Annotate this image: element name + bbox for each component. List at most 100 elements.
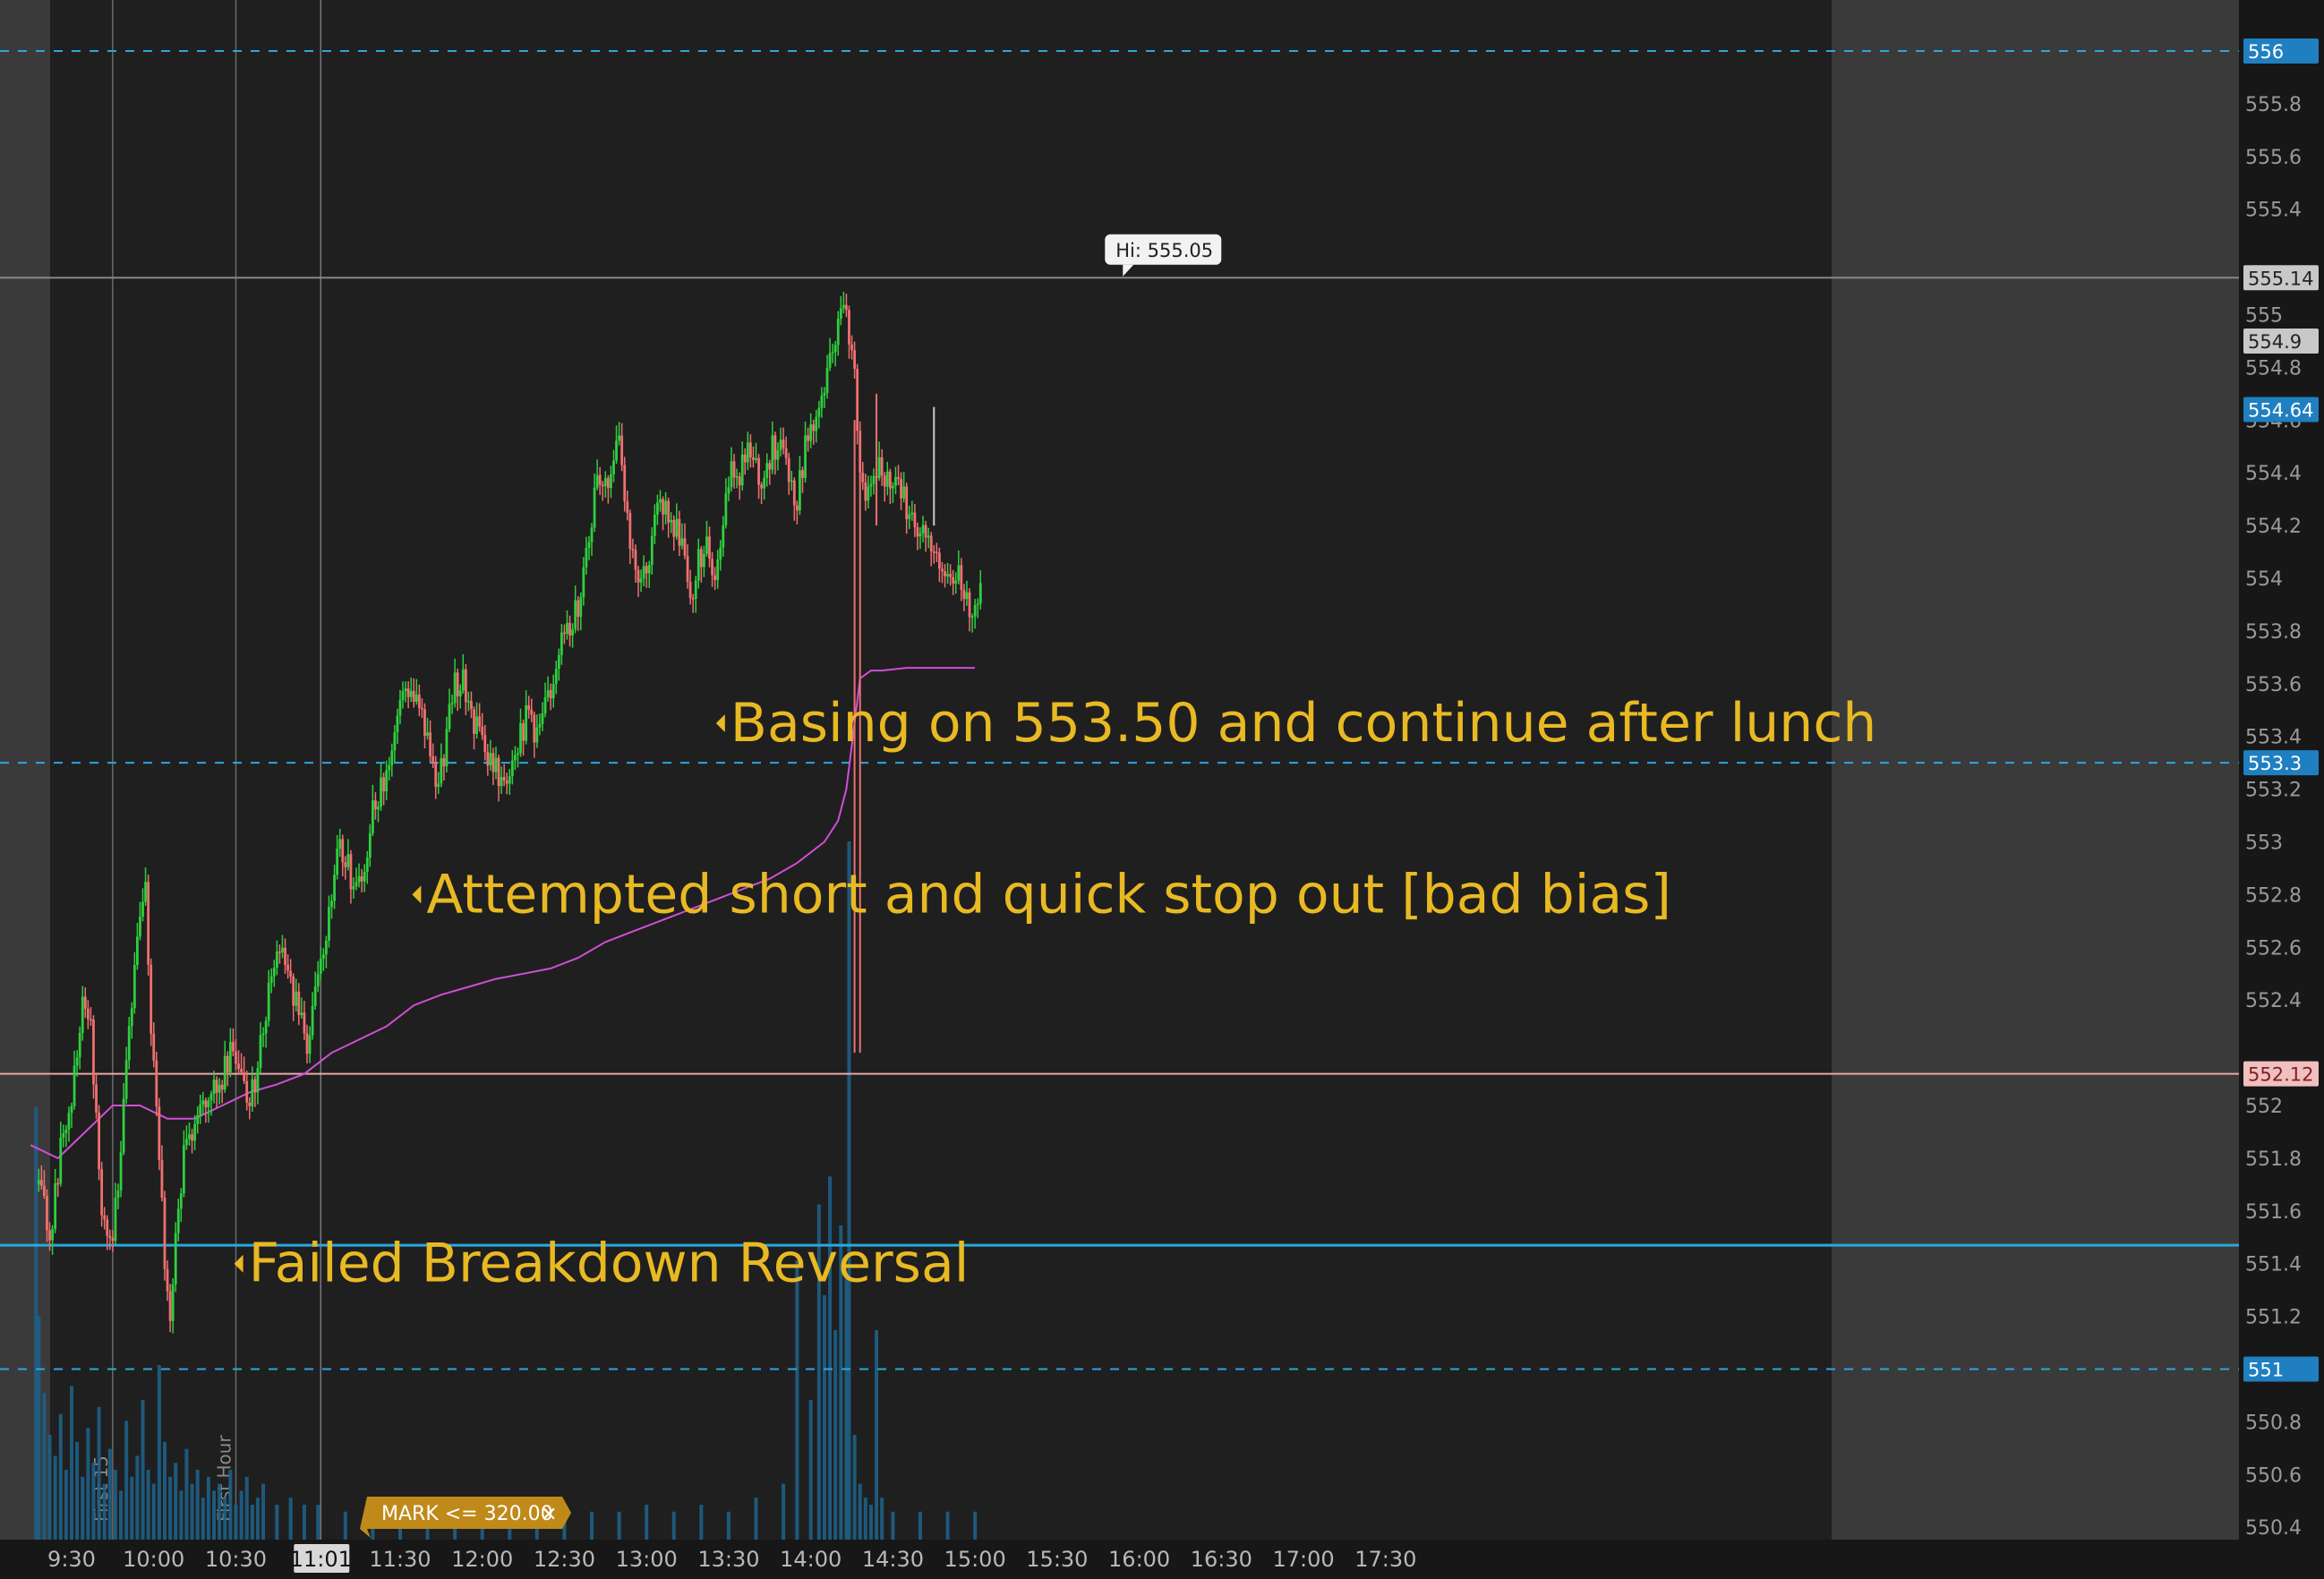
candle-body — [960, 565, 963, 590]
candle-body — [557, 654, 560, 670]
volume-bar — [184, 1448, 189, 1540]
candle-body — [289, 970, 293, 977]
candle-body — [927, 535, 930, 538]
price-tick-label: 554 — [2245, 568, 2283, 591]
vwap-polyline — [30, 667, 976, 1160]
candle-body — [585, 547, 588, 568]
candle-body — [409, 690, 413, 697]
candle-body — [620, 435, 624, 465]
candle-body — [295, 991, 298, 1006]
candle-body — [92, 1019, 95, 1085]
candle-body — [319, 959, 322, 974]
price-badge-text: 555.14 — [2248, 268, 2313, 289]
price-axis: 550.4 550.6 550.8 551.2 551.4 551.6 551.8 552 55… — [2245, 94, 2302, 1540]
candle-body — [662, 499, 664, 515]
candle-body — [615, 440, 618, 461]
candle-body — [243, 1071, 246, 1081]
candle-body — [867, 486, 870, 501]
alert-tag[interactable]: MARK <= 320.00 ✕ — [360, 1497, 571, 1538]
candle-body — [272, 968, 276, 977]
candle-body — [264, 1020, 268, 1034]
candle-body — [78, 1032, 81, 1058]
candle-body — [946, 574, 949, 576]
candle-body — [952, 576, 955, 584]
horizontal-levels — [0, 50, 2239, 1370]
price-tick-label: 554.8 — [2245, 357, 2302, 380]
candle-body — [566, 622, 568, 634]
candle-body — [590, 527, 594, 542]
volume-bar — [58, 1413, 63, 1540]
volume-bar — [162, 1441, 167, 1540]
candle-body — [833, 345, 837, 353]
candle-body — [414, 695, 418, 703]
price-tick-label: 552.6 — [2245, 937, 2302, 960]
candle-body — [716, 559, 720, 580]
annotation-text: Attempted short and quick stop out [bad … — [426, 863, 1671, 926]
candle-body — [316, 973, 320, 987]
candle-body — [357, 876, 361, 883]
volume-bar — [816, 1204, 821, 1540]
price-badge-text: 551 — [2248, 1360, 2284, 1381]
price-badge — [2243, 38, 2319, 64]
candle-body — [228, 1041, 232, 1073]
candle-body — [554, 669, 558, 684]
candle-body — [897, 476, 900, 480]
candle-body — [593, 487, 596, 528]
candle-body — [160, 1159, 164, 1198]
candle-body — [54, 1182, 57, 1229]
premarket-shade — [0, 0, 50, 1540]
alert-close-icon[interactable]: ✕ — [541, 1504, 557, 1526]
candle-body — [417, 695, 421, 708]
candle-body — [404, 688, 407, 692]
candle-body — [853, 350, 856, 370]
volume-bar — [699, 1505, 704, 1540]
candle-body — [297, 991, 301, 1016]
time-axis: 9:30 10:00 10:30 11:30 12:00 12:30 13:00 13:30 1… — [47, 1544, 1416, 1573]
volume-bar — [64, 1470, 68, 1540]
candle-body — [371, 800, 374, 833]
price-tick-label: 551.6 — [2245, 1201, 2302, 1224]
volume-bar — [250, 1505, 254, 1540]
candle-body — [300, 1012, 303, 1016]
candle-body — [680, 538, 684, 546]
candle-body — [872, 476, 876, 484]
candle-body — [269, 976, 273, 983]
candle-body — [132, 965, 136, 1009]
candle-body — [368, 832, 372, 858]
candle-body — [916, 526, 919, 537]
candle-body — [141, 901, 144, 917]
hi-badge — [1105, 234, 1222, 265]
time-tick-label: 13:00 — [616, 1547, 678, 1572]
candle-body — [59, 1137, 63, 1184]
candle-body — [795, 505, 799, 511]
price-tick-label: 552 — [2245, 1096, 2283, 1118]
candle-body — [724, 493, 728, 525]
candle-body — [458, 690, 462, 696]
candle-body — [782, 440, 785, 448]
candle-body — [598, 474, 602, 485]
volume-bar — [316, 1505, 320, 1540]
candle-body — [83, 996, 87, 1009]
candle-body — [440, 758, 443, 784]
candle-body — [349, 854, 353, 890]
candle-body — [962, 589, 966, 600]
candle-body — [267, 982, 270, 1021]
price-tick-label: 553.2 — [2245, 780, 2302, 802]
volume-bar — [590, 1511, 594, 1540]
candle-body — [308, 1035, 312, 1054]
candle-body — [773, 435, 777, 460]
price-tick-label: 550.6 — [2245, 1464, 2302, 1487]
candle-body — [582, 567, 585, 598]
candle-body — [423, 709, 426, 736]
candle-body — [171, 1284, 175, 1321]
candle-body — [571, 629, 575, 636]
candle-body — [191, 1134, 193, 1141]
candle-body — [659, 499, 662, 503]
volume-bar — [228, 1470, 233, 1540]
candle-body — [722, 525, 725, 548]
candle-body — [388, 764, 391, 771]
candle-body — [517, 753, 519, 755]
candle-body — [535, 727, 539, 743]
candle-body — [892, 485, 894, 489]
